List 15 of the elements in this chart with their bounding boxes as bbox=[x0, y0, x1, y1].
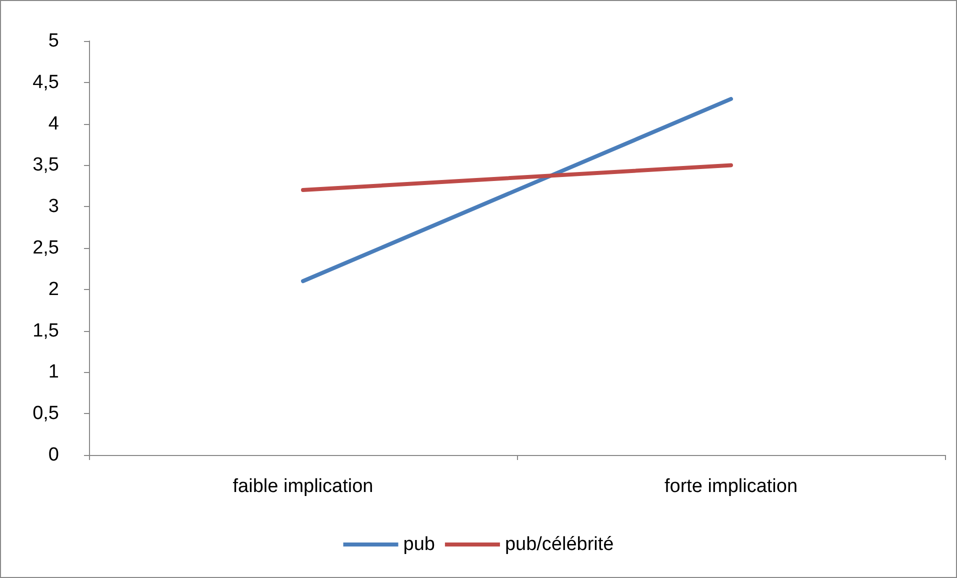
y-tick-label: 2 bbox=[48, 278, 59, 300]
y-tick-label: 1,5 bbox=[32, 320, 59, 342]
y-tick-label: 4,5 bbox=[32, 72, 59, 93]
y-tick-label: 0 bbox=[48, 444, 59, 466]
y-tick-label: 4 bbox=[48, 113, 60, 134]
legend-label: pub bbox=[403, 534, 435, 555]
y-tick-label: 2,5 bbox=[32, 238, 59, 258]
y-tick-label: 3,5 bbox=[32, 154, 59, 176]
y-tick-label: 0,5 bbox=[32, 403, 59, 424]
y-tick-label: 3 bbox=[48, 196, 59, 218]
x-tick-label: forte implication bbox=[664, 476, 798, 497]
y-tick-label: 5 bbox=[48, 30, 59, 52]
legend-label: pub/célébrité bbox=[504, 534, 614, 555]
y-tick-label: 1 bbox=[48, 362, 59, 383]
x-tick-label: faible implication bbox=[232, 476, 374, 497]
